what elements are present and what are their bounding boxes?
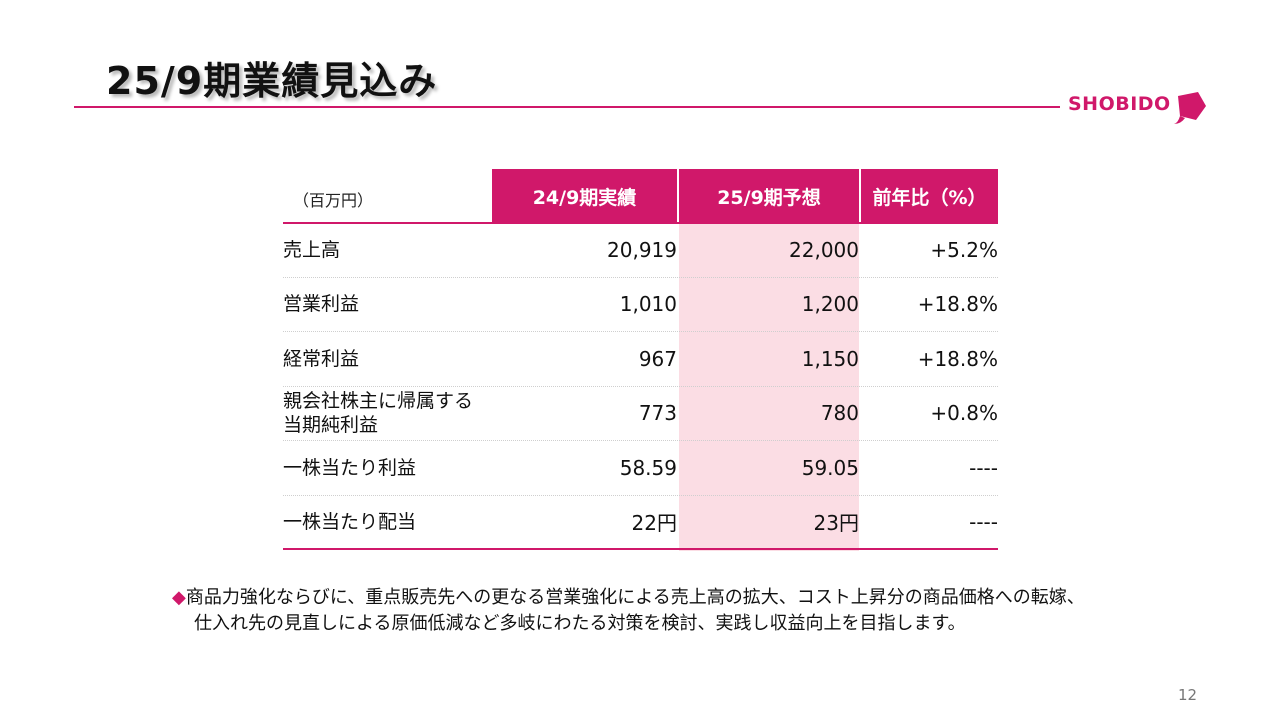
row-label: 一株当たり利益 <box>283 456 417 479</box>
cell-actual: 1,010 <box>619 292 677 317</box>
row-label: 経常利益 <box>283 347 360 370</box>
note-text-line2: 仕入れ先の見直しによる原価低減など多岐にわたる対策を検討、実践し収益向上を目指し… <box>194 613 966 634</box>
row-label: 一株当たり配当 <box>283 510 417 533</box>
page-title: 25/9期業績見込み <box>106 59 438 103</box>
row-label: 営業利益 <box>283 293 360 316</box>
table-row: 営業利益 1,010 1,200 +18.8% <box>283 278 998 332</box>
table-row: 親会社株主に帰属する 当期純利益 773 780 +0.8% <box>283 387 998 441</box>
note-text-line1: 商品力強化ならびに、重点販売先への更なる営業強化による売上高の拡大、コスト上昇分… <box>185 587 1085 608</box>
cell-forecast: 22,000 <box>789 237 859 262</box>
cell-actual: 20,919 <box>607 237 677 262</box>
note-line1: ◆商品力強化ならびに、重点販売先への更なる営業強化による売上高の拡大、コスト上昇… <box>172 585 1085 611</box>
cell-actual: 967 <box>638 346 677 371</box>
cell-forecast: 59.05 <box>801 455 859 480</box>
table-row: 売上高 20,919 22,000 +5.2% <box>283 223 998 278</box>
company-logo: SHOBIDO <box>1068 90 1213 130</box>
unit-label: （百万円） <box>293 191 374 210</box>
forecast-column-highlight <box>679 224 859 551</box>
table-header: （百万円） 24/9期実績 25/9期予想 前年比（%） <box>283 169 998 224</box>
cell-actual: 773 <box>638 401 677 426</box>
cell-forecast: 1,200 <box>801 292 859 317</box>
cell-yoy: ---- <box>969 455 998 480</box>
cell-forecast: 1,150 <box>801 346 859 371</box>
header-yoy: 前年比（%） <box>861 169 998 223</box>
cell-yoy: +5.2% <box>930 237 998 262</box>
header-actual: 24/9期実績 <box>492 169 677 223</box>
header-forecast: 25/9期予想 <box>679 169 859 223</box>
cell-forecast: 780 <box>820 401 859 426</box>
table-row: 経常利益 967 1,150 +18.8% <box>283 332 998 387</box>
row-label: 親会社株主に帰属する 当期純利益 <box>283 387 473 441</box>
title-divider <box>74 106 1060 108</box>
cell-yoy: +0.8% <box>930 401 998 426</box>
cell-forecast: 23円 <box>813 511 859 536</box>
cell-yoy: +18.8% <box>917 346 998 371</box>
header-underline <box>283 222 998 224</box>
row-label-line1: 親会社株主に帰属する <box>283 390 474 413</box>
logo-mark-icon <box>1174 92 1206 124</box>
row-label: 売上高 <box>283 238 341 261</box>
table-row: 一株当たり利益 58.59 59.05 ---- <box>283 441 998 496</box>
logo-text: SHOBIDO <box>1068 93 1171 115</box>
table-row: 一株当たり配当 22円 23円 ---- <box>283 496 998 550</box>
earnings-forecast-table: （百万円） 24/9期実績 25/9期予想 前年比（%） 売上高 20,919 … <box>283 169 998 551</box>
cell-actual: 22円 <box>631 511 677 536</box>
cell-yoy: ---- <box>969 509 998 534</box>
cell-actual: 58.59 <box>619 455 677 480</box>
diamond-bullet-icon: ◆ <box>172 587 186 608</box>
row-label-line2: 当期純利益 <box>283 414 379 437</box>
cell-yoy: +18.8% <box>917 292 998 317</box>
summary-note: ◆商品力強化ならびに、重点販売先への更なる営業強化による売上高の拡大、コスト上昇… <box>172 585 1085 637</box>
page-number: 12 <box>1178 686 1198 704</box>
